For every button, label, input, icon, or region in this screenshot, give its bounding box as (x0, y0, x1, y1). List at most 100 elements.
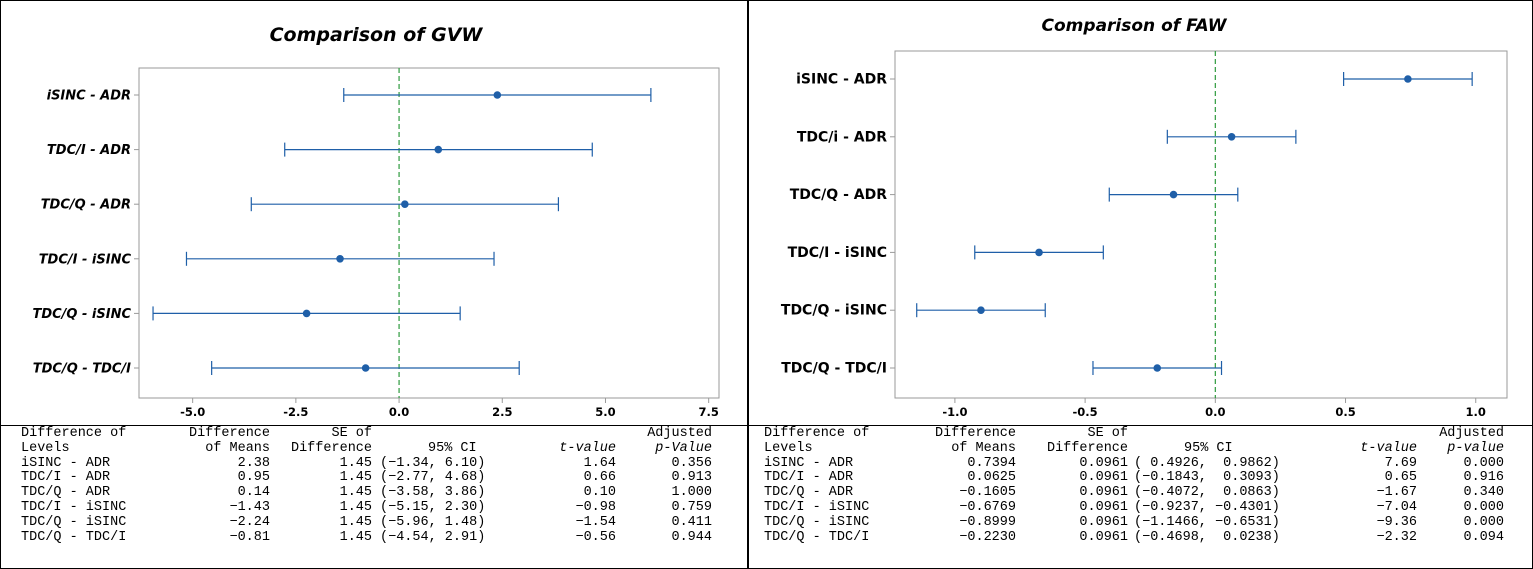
table-row: TDC/Q - ADR 0.14 1.45 (−3.58, 3.86) 0.10 1.00… (1, 485, 749, 501)
table-cell: 0.7394 (967, 455, 1016, 471)
table-row: TDC/I - ADR 0.95 1.45 (−2.77, 4.68) 0.66 0.91… (1, 471, 749, 486)
table-cell: 1.45 (339, 529, 372, 545)
y-category-label: TDC/i - ADR (797, 129, 887, 145)
table-cell: TDC/I - iSINC (764, 499, 870, 515)
x-tick-label: 5.0 (595, 405, 615, 419)
estimate-point (1169, 190, 1178, 199)
table-cell: 0.759 (671, 499, 712, 515)
column-header: Difference (934, 426, 1016, 441)
table-cell: TDC/Q - TDC/I (764, 529, 870, 545)
x-tick-label: 1.0 (1466, 405, 1486, 419)
plot-area (138, 67, 720, 399)
table-row: TDC/I - iSINC −0.6769 0.0961 (−0.9237, −0.4… (749, 499, 1533, 516)
table-cell: 1.64 (583, 455, 616, 471)
table-cell: −0.81 (229, 529, 270, 545)
table-divider (1, 425, 747, 426)
table-cell: 0.356 (671, 455, 712, 471)
table-cell: 0.65 (1384, 470, 1417, 486)
table-cell: TDC/Q - iSINC (21, 514, 127, 530)
estimate-point (1035, 248, 1043, 257)
column-header: SE of (1087, 426, 1128, 441)
table-cell: −2.24 (229, 514, 270, 530)
x-tick-label: 0.0 (389, 405, 409, 419)
table-cell: 0.0961 (1079, 529, 1128, 545)
y-category-label: TDC/Q - ADR (41, 198, 131, 213)
table-cell: 0.913 (671, 470, 712, 486)
x-tick-label: -0.5 (1073, 405, 1098, 419)
table-cell: ( 0.4926, 0.9862) (1134, 455, 1280, 471)
table-cell: (−2.77, 4.68) (380, 470, 486, 486)
table-cell: TDC/Q - ADR (21, 485, 111, 501)
table-cell: 0.094 (1463, 529, 1504, 545)
table-cell: 1.45 (339, 455, 372, 471)
estimate-point (361, 364, 370, 372)
table-cell: −0.56 (575, 529, 616, 545)
faw-panel: Comparison of FAW -1.0 -0.5 0.0 0.5 1.0 iSINC … (748, 0, 1533, 569)
column-header: 95% CI (428, 440, 477, 456)
table-row: TDC/I - ADR 0.0625 0.0961 (−0.1843, 0.3093)… (749, 471, 1533, 486)
table-cell: (−0.1843, 0.3093) (1134, 470, 1280, 486)
table-header-row: Difference of Difference SE of Adjusted (749, 426, 1533, 442)
estimate-point (1153, 364, 1162, 372)
table-cell: −0.1605 (959, 485, 1016, 501)
x-tick-label: 0.0 (1205, 405, 1225, 419)
table-cell: 0.0961 (1079, 455, 1128, 471)
gvw-panel: Comparison of GVW -5.0 -2.5 0.0 2.5 5.0 7.5 iSI… (0, 0, 748, 569)
column-header: 95% CI (1184, 440, 1233, 456)
table-cell: 0.000 (1463, 499, 1504, 515)
table-cell: 0.944 (671, 529, 712, 545)
column-header: SE of (331, 426, 372, 441)
table-cell: 0.95 (237, 470, 270, 486)
table-cell: (−1.1466, −0.6531) (1134, 514, 1280, 530)
chart-title: Comparison of GVW (270, 24, 484, 46)
estimate-point (493, 91, 502, 99)
column-header: Difference (1046, 440, 1128, 456)
table-cell: (−1.34, 6.10) (380, 455, 486, 471)
table-cell: 0.411 (671, 514, 712, 530)
x-tick-label: 2.5 (492, 405, 512, 419)
table-header-row: Difference of Difference SE of Adjusted (1, 426, 749, 442)
column-header: Adjusted (647, 426, 712, 441)
table-cell: TDC/Q - TDC/I (21, 529, 127, 545)
table-cell: TDC/I - ADR (21, 470, 111, 486)
y-category-label: TDC/I - iSINC (39, 252, 132, 267)
y-category-label: TDC/Q - iSINC (32, 307, 131, 322)
table-cell: (−0.4072, 0.0863) (1134, 485, 1280, 501)
column-header: Difference of (764, 426, 870, 441)
faw-chart: Comparison of FAW -1.0 -0.5 0.0 0.5 1.0 iSINC … (781, 16, 1508, 419)
column-header: Adjusted (1439, 426, 1504, 441)
table-cell: (−4.54, 2.91) (380, 529, 486, 545)
table-cell: 0.0961 (1079, 514, 1128, 530)
y-category-label: TDC/I - iSINC (788, 245, 887, 261)
table-cell: −0.2230 (959, 529, 1016, 545)
x-tick-label: 0.5 (1335, 405, 1355, 419)
table-cell: 2.38 (237, 455, 270, 471)
estimate-point (302, 309, 311, 318)
table-cell: 0.000 (1463, 455, 1504, 471)
table-row: TDC/Q - ADR −0.1605 0.0961 (−0.4072, 0.0863… (749, 485, 1533, 501)
table-row: iSINC - ADR 2.38 1.45 (−1.34, 6.10) 1.64 0.35… (1, 455, 749, 472)
column-header: t-value (1360, 440, 1417, 456)
x-tick-label: -5.0 (180, 405, 205, 419)
y-category-label: TDC/I - ADR (47, 143, 131, 158)
x-tick-label: -1.0 (942, 405, 967, 419)
x-tick-label: 7.5 (698, 405, 718, 419)
y-category-label: TDC/Q - TDC/I (781, 361, 887, 377)
table-cell: (−5.96, 1.48) (380, 514, 486, 530)
table-cell: TDC/Q - iSINC (764, 514, 870, 530)
table-cell: 0.0961 (1079, 485, 1128, 501)
table-cell: 1.000 (671, 485, 712, 501)
chart-title: Comparison of FAW (1042, 16, 1228, 36)
y-category-label: TDC/Q - iSINC (781, 303, 887, 319)
table-cell: −7.04 (1376, 499, 1417, 515)
x-tick-label: -2.5 (283, 405, 308, 419)
column-header: Difference (188, 426, 270, 441)
table-cell: −1.67 (1376, 485, 1417, 501)
table-cell: −1.54 (575, 514, 616, 530)
table-cell: 0.0961 (1079, 499, 1128, 515)
table-cell: 1.45 (339, 470, 372, 486)
table-cell: (−3.58, 3.86) (380, 485, 486, 501)
table-cell: 0.340 (1463, 485, 1504, 501)
y-category-label: iSINC - ADR (796, 72, 887, 88)
table-row: iSINC - ADR 0.7394 0.0961 ( 0.4926, 0.9862)… (749, 455, 1533, 472)
